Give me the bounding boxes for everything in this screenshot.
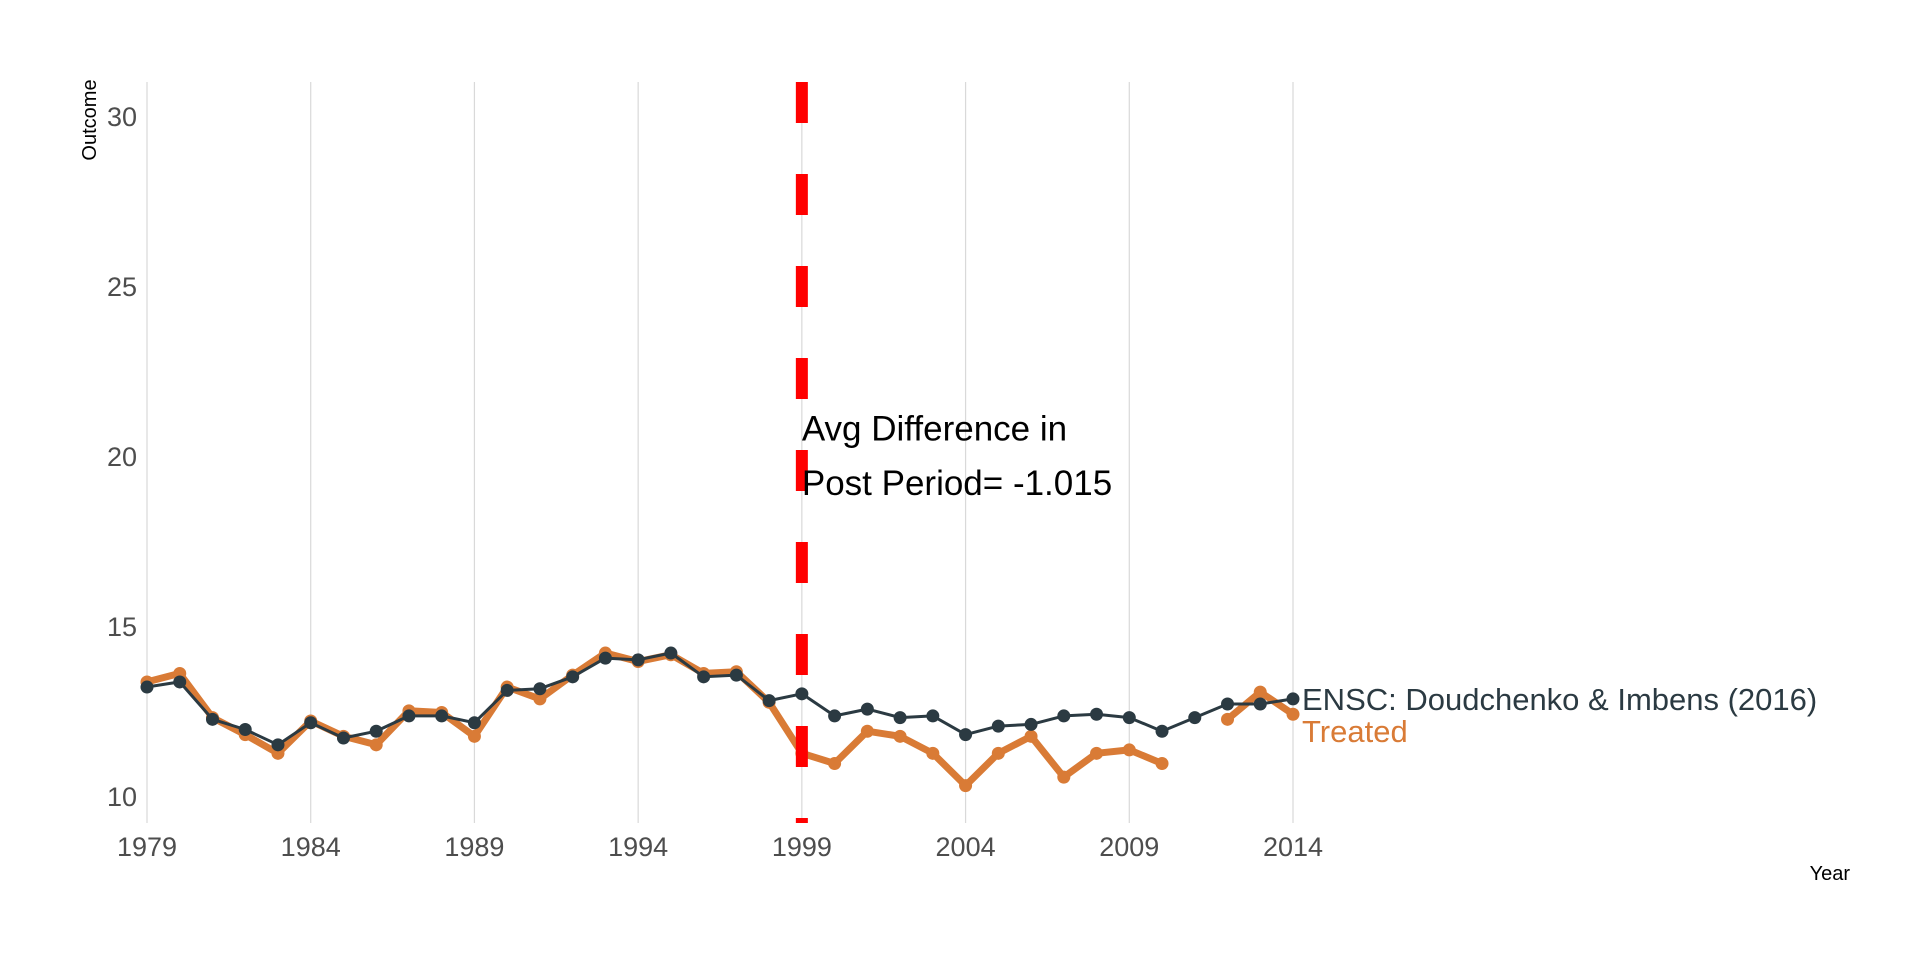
data-point-1-1997 bbox=[729, 668, 743, 682]
data-point-0-2010 bbox=[1155, 757, 1169, 771]
data-point-1-1990 bbox=[500, 683, 514, 697]
data-point-0-2012 bbox=[1221, 712, 1235, 726]
x-tick-label-1989: 1989 bbox=[444, 832, 504, 862]
data-point-1-1998 bbox=[762, 694, 776, 708]
data-point-0-2014 bbox=[1286, 707, 1300, 721]
data-point-1-2007 bbox=[1057, 709, 1071, 723]
data-point-1-1983 bbox=[271, 738, 285, 752]
y-axis-title: Outcome bbox=[79, 79, 101, 160]
data-point-1-1996 bbox=[697, 670, 711, 684]
data-point-1-2006 bbox=[1024, 717, 1038, 731]
data-point-1-1992 bbox=[566, 670, 580, 684]
data-point-1-2013 bbox=[1253, 697, 1267, 711]
data-point-1-2001 bbox=[860, 702, 874, 716]
x-tick-label-1999: 1999 bbox=[772, 832, 832, 862]
data-point-0-2006 bbox=[1024, 729, 1038, 743]
x-tick-label-1994: 1994 bbox=[608, 832, 668, 862]
data-point-1-1984 bbox=[304, 716, 318, 730]
y-tick-label-25: 25 bbox=[107, 272, 137, 302]
x-axis-ticks: 1979 1984 1989 1994 1999 2004 2009 2014 bbox=[117, 832, 1323, 862]
data-point-0-1986 bbox=[369, 738, 383, 752]
annotation-line-2: Post Period= -1.015 bbox=[802, 464, 1112, 503]
data-point-1-1985 bbox=[336, 731, 350, 745]
data-point-1-2011 bbox=[1188, 711, 1202, 725]
x-tick-label-2004: 2004 bbox=[936, 832, 996, 862]
data-point-1-2002 bbox=[893, 711, 907, 725]
data-point-1-1993 bbox=[598, 651, 612, 665]
data-point-1-2000 bbox=[828, 709, 842, 723]
data-point-1-1987 bbox=[402, 709, 416, 723]
data-point-0-2001 bbox=[860, 724, 874, 738]
series-lines bbox=[140, 646, 1300, 793]
y-tick-label-30: 30 bbox=[107, 102, 137, 132]
x-tick-label-2009: 2009 bbox=[1099, 832, 1159, 862]
data-point-1-1999 bbox=[795, 687, 809, 701]
data-point-1-2005 bbox=[991, 719, 1005, 733]
data-point-1-1995 bbox=[664, 646, 678, 660]
annotation-line-1: Avg Difference in bbox=[802, 410, 1067, 449]
x-tick-label-2014: 2014 bbox=[1263, 832, 1323, 862]
data-point-1-2003 bbox=[926, 709, 940, 723]
series-label-0: Treated bbox=[1302, 714, 1408, 749]
series-line-1-0 bbox=[145, 651, 1295, 747]
data-point-1-2010 bbox=[1155, 724, 1169, 738]
data-point-1-1988 bbox=[435, 709, 449, 723]
data-point-1-1994 bbox=[631, 653, 645, 667]
data-point-0-2003 bbox=[926, 746, 940, 760]
data-point-1-2014 bbox=[1286, 692, 1300, 706]
data-point-0-2004 bbox=[959, 779, 973, 793]
y-tick-label-20: 20 bbox=[107, 442, 137, 472]
data-point-0-2008 bbox=[1090, 746, 1104, 760]
data-point-0-2007 bbox=[1057, 770, 1071, 784]
series-label-1: ENSC: Doudchenko & Imbens (2016) bbox=[1302, 682, 1817, 717]
data-point-1-1981 bbox=[205, 712, 219, 726]
data-point-1-1986 bbox=[369, 724, 383, 738]
x-tick-label-1984: 1984 bbox=[281, 832, 341, 862]
y-axis-ticks: 10 15 20 25 30 bbox=[107, 102, 137, 812]
y-tick-label-10: 10 bbox=[107, 782, 137, 812]
data-point-0-2013 bbox=[1253, 685, 1267, 699]
data-point-1-1979 bbox=[140, 680, 154, 694]
data-point-0-2005 bbox=[991, 746, 1005, 760]
data-point-0-2009 bbox=[1122, 743, 1136, 757]
data-point-1-2012 bbox=[1221, 697, 1235, 711]
gridlines bbox=[146, 82, 1294, 823]
series-line-0-0 bbox=[143, 649, 1166, 790]
data-point-1-1989 bbox=[467, 716, 481, 730]
data-point-1-2004 bbox=[959, 728, 973, 742]
x-axis-title: Year bbox=[1810, 863, 1851, 885]
data-point-0-2002 bbox=[893, 729, 907, 743]
data-point-1-1991 bbox=[533, 682, 547, 696]
data-point-1-1980 bbox=[173, 675, 187, 689]
data-point-0-2000 bbox=[828, 757, 842, 771]
x-tick-label-1979: 1979 bbox=[117, 832, 177, 862]
data-point-1-2009 bbox=[1122, 711, 1136, 725]
y-tick-label-15: 15 bbox=[107, 612, 137, 642]
series-1 bbox=[140, 646, 1300, 752]
data-point-0-1989 bbox=[467, 729, 481, 743]
data-point-1-2008 bbox=[1090, 707, 1104, 721]
data-point-0-1991 bbox=[533, 692, 547, 706]
data-point-1-1982 bbox=[238, 723, 252, 737]
